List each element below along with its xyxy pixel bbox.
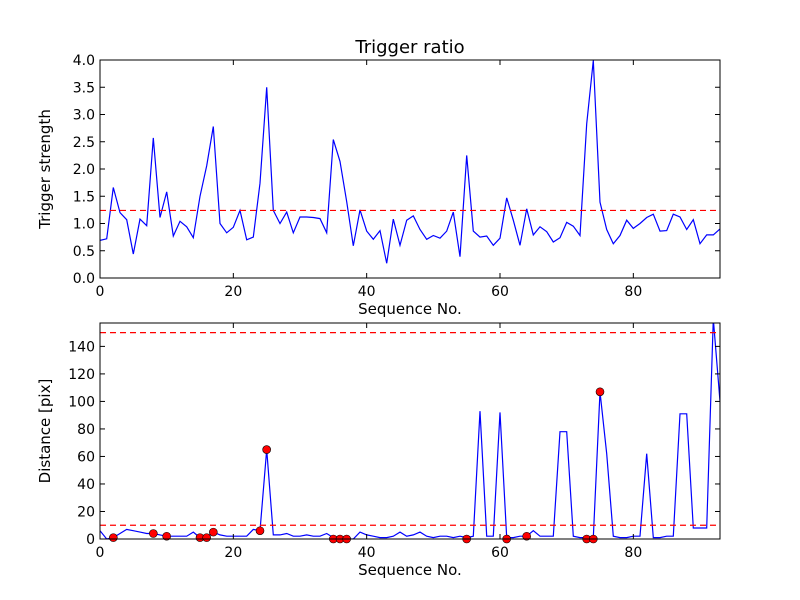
- data-point-marker: [209, 527, 218, 537]
- y-tick-label: 0.0: [73, 271, 95, 287]
- y-tick-label: 60: [77, 449, 95, 465]
- y-tick-label: 2.0: [73, 162, 95, 178]
- y-axis-label: Trigger strength: [36, 109, 54, 230]
- x-tick-label: 80: [624, 284, 642, 300]
- y-tick-label: 0: [86, 532, 95, 548]
- y-tick-label: 120: [68, 367, 95, 383]
- y-tick-label: 3.0: [73, 108, 95, 124]
- y-tick-label: 20: [77, 504, 95, 520]
- data-point-marker: [522, 531, 531, 541]
- y-tick-label: 0.5: [73, 244, 95, 260]
- data-point-marker: [149, 529, 158, 538]
- x-tick-label: 0: [96, 284, 105, 300]
- y-tick-label: 1.5: [73, 189, 95, 205]
- y-tick-label: 3.5: [73, 80, 95, 96]
- y-tick-label: 80: [77, 422, 95, 438]
- distance-panel: 0 20 40 60 80 0 20 40 60 80 100 120 140 Sequence No. D…: [36, 322, 721, 579]
- x-tick-label: 20: [224, 545, 242, 561]
- y-tick-label: 2.5: [73, 135, 95, 151]
- x-tick-label: 20: [224, 284, 242, 300]
- data-point-marker: [109, 533, 118, 542]
- x-tick-label: 80: [624, 545, 642, 561]
- data-point-marker: [595, 387, 605, 397]
- trigger-ratio-panel: Trigger ratio 0 20 40 60 80 0.0 0.5 1.0 1.5 2.0 2.5…: [36, 37, 721, 318]
- x-tick-label: 60: [491, 545, 509, 561]
- data-point-marker: [162, 531, 171, 541]
- y-tick-label: 100: [68, 394, 95, 410]
- plot-frame: [99, 59, 721, 279]
- data-point-marker: [255, 526, 265, 536]
- series-line: [100, 60, 720, 264]
- y-tick-label: 1.0: [73, 217, 95, 233]
- plot-frame: [99, 322, 721, 540]
- chart-title: Trigger ratio: [354, 37, 464, 58]
- x-tick-label: 60: [491, 284, 509, 300]
- series-line: [100, 323, 720, 539]
- y-tick-label: 40: [77, 477, 95, 493]
- x-tick-label: 0: [96, 545, 105, 561]
- x-axis-label: Sequence No.: [358, 561, 462, 579]
- x-tick-label: 40: [358, 284, 376, 300]
- y-axis-label: Distance [pix]: [36, 379, 54, 484]
- x-tick-label: 40: [358, 545, 376, 561]
- x-axis-label: Sequence No.: [358, 300, 462, 318]
- data-point-marker: [262, 445, 271, 454]
- y-tick-label: 4.0: [73, 53, 95, 69]
- data-point-marker: [202, 533, 211, 542]
- y-tick-label: 140: [68, 339, 95, 355]
